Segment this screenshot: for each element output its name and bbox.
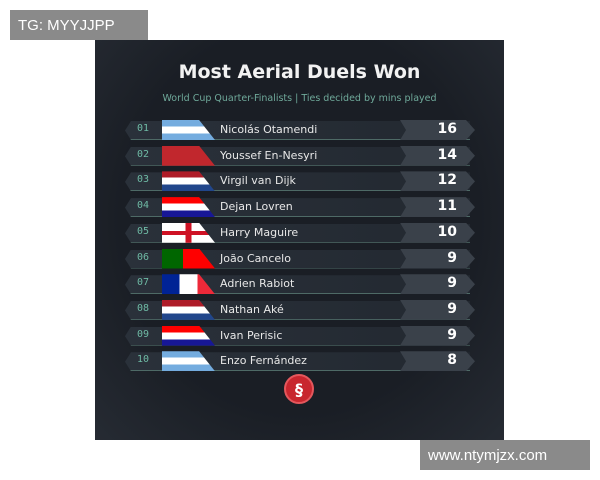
croatia-flag-icon: [162, 197, 215, 218]
score-box: 14: [400, 145, 475, 166]
score-box: 9: [400, 274, 475, 295]
rank-label: 05: [137, 225, 150, 237]
player-name: João Cancelo: [220, 251, 291, 265]
rank-label: 06: [137, 251, 150, 263]
score-value: 10: [437, 223, 457, 240]
player-name: Dejan Lovren: [220, 200, 293, 214]
row-bar: [125, 172, 470, 192]
rank-label: 03: [137, 174, 150, 186]
score-box: 16: [400, 120, 475, 140]
score-box: 9: [400, 325, 475, 346]
score-value: 12: [437, 172, 457, 189]
rank-label: 04: [137, 200, 150, 212]
brand-logo-icon: §: [284, 374, 314, 404]
rank-label: 08: [137, 302, 150, 314]
row-bar: [125, 275, 470, 295]
list-item: 08 Nathan Aké 9: [125, 299, 475, 320]
portugal-flag-icon: [162, 248, 215, 269]
player-name: Adrien Rabiot: [220, 277, 295, 291]
infographic-panel: Most Aerial Duels Won World Cup Quarter-…: [95, 40, 504, 440]
netherlands-flag-icon: [162, 171, 215, 192]
row-bar: [125, 300, 470, 320]
score-box: 10: [400, 222, 475, 243]
rank-label: 09: [137, 328, 150, 340]
score-value: 16: [437, 121, 457, 137]
row-bar: [125, 326, 470, 346]
row-bar: [125, 249, 470, 269]
score-box: 8: [400, 351, 475, 372]
list-item: 03 Virgil van Dijk 12: [125, 171, 475, 192]
score-box: 11: [400, 197, 475, 218]
netherlands-flag-icon: [162, 299, 215, 320]
row-bar: [125, 223, 470, 243]
list-item: 04 Dejan Lovren 11: [125, 197, 475, 218]
player-name: Youssef En-Nesyri: [220, 148, 318, 162]
argentina-flag-icon: [162, 120, 215, 140]
player-name: Harry Maguire: [220, 225, 299, 239]
england-flag-icon: [162, 222, 215, 243]
list-item: 07 Adrien Rabiot 9: [125, 274, 475, 295]
row-bar: [125, 198, 470, 218]
list-item: 05 Harry Maguire 10: [125, 222, 475, 243]
subtitle: World Cup Quarter-Finalists | Ties decid…: [162, 93, 437, 104]
score-value: 9: [447, 275, 457, 292]
france-flag-icon: [162, 274, 215, 295]
score-value: 11: [437, 198, 457, 215]
list-item: 10 Enzo Fernández 8: [125, 351, 475, 372]
rank-label: 10: [137, 354, 150, 366]
argentina-flag-icon: [162, 351, 215, 372]
page-title: Most Aerial Duels Won: [178, 61, 421, 83]
watermark-bottom-right: www.ntymjzx.com: [420, 440, 590, 470]
player-name: Nicolás Otamendi: [220, 123, 318, 136]
row-bar: [125, 121, 470, 140]
score-value: 8: [447, 352, 457, 369]
player-name: Enzo Fernández: [220, 354, 307, 368]
score-value: 14: [437, 146, 457, 163]
score-box: 9: [400, 299, 475, 320]
player-name: Ivan Perisic: [220, 328, 283, 342]
score-value: 9: [447, 300, 457, 317]
list-item: 01 Nicolás Otamendi 16: [125, 120, 475, 140]
score-value: 9: [447, 326, 457, 343]
rank-label: 01: [137, 123, 150, 134]
rank-label: 07: [137, 277, 150, 289]
croatia-flag-icon: [162, 325, 215, 346]
row-bar: [125, 352, 470, 372]
score-box: 9: [400, 248, 475, 269]
list-item: 09 Ivan Perisic 9: [125, 325, 475, 346]
watermark-top-left: TG: MYYJJPP: [10, 10, 148, 40]
score-box: 12: [400, 171, 475, 192]
player-name: Nathan Aké: [220, 302, 284, 316]
list-item: 06 João Cancelo 9: [125, 248, 475, 269]
rank-label: 02: [137, 148, 150, 160]
row-bar: [125, 146, 470, 166]
score-value: 9: [447, 249, 457, 266]
list-item: 02 Youssef En-Nesyri 14: [125, 145, 475, 166]
morocco-flag-icon: [162, 145, 215, 166]
player-name: Virgil van Dijk: [220, 174, 296, 188]
